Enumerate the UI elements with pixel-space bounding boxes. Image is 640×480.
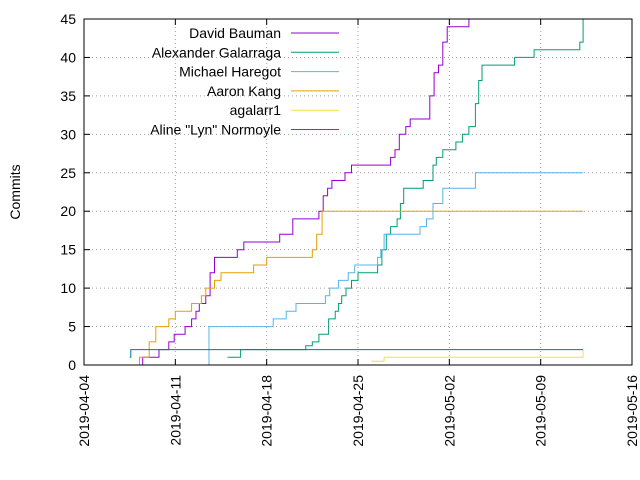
series-line-3 [129,210,584,365]
legend-label: Michael Haregot [179,64,281,80]
series-line-0 [136,19,476,365]
legend: David Bauman Alexander Galarraga Michael H… [150,25,339,138]
y-tick-label: 5 [68,319,76,335]
series-line-4 [371,349,584,362]
y-tick-label: 20 [60,203,76,219]
y-tick-label: 30 [60,126,76,142]
y-tick-label: 10 [60,280,76,296]
series-line-1 [227,19,584,358]
x-tick-label: 2019-04-18 [259,375,275,447]
series-line-2 [208,172,584,365]
y-tick-label: 15 [60,242,76,258]
legend-label: Aaron Kang [207,83,281,99]
y-tick-label: 25 [60,165,76,181]
series-line-5 [129,349,584,358]
x-tick-label: 2019-05-16 [624,375,640,447]
y-tick-label: 35 [60,88,76,104]
x-tick-label: 2019-04-04 [76,375,92,447]
series-lines [129,19,584,365]
legend-label: agalarr1 [230,102,282,118]
legend-label: Aline "Lyn" Normoyle [150,122,281,138]
y-tick-label: 0 [68,357,76,373]
y-tick-label: 45 [60,11,76,27]
legend-label: Alexander Galarraga [152,44,281,60]
y-tick-label: 40 [60,49,76,65]
legend-label: David Bauman [189,25,281,41]
x-tick-label: 2019-05-02 [441,375,457,447]
x-tick-label: 2019-04-25 [350,375,366,447]
y-axis-title: Commits [7,164,23,219]
grid [84,19,632,365]
x-tick-label: 2019-04-11 [167,375,183,446]
axis-ticks: 0 5 10 15 20 25 30 35 40 45 2019-04-04 2019-04-11 20… [60,11,640,447]
x-tick-label: 2019-05-09 [533,375,549,447]
